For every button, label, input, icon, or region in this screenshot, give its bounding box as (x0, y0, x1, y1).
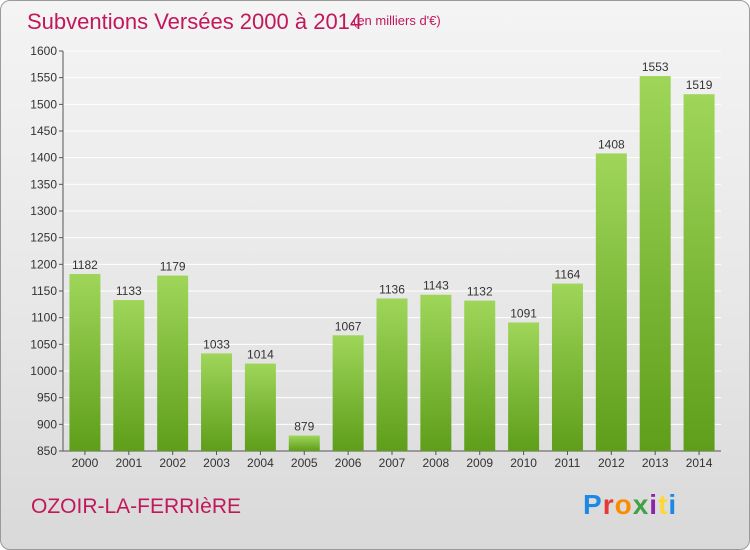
y-tick-label: 1250 (30, 231, 57, 245)
data-label: 1553 (642, 60, 669, 74)
data-label: 1033 (203, 337, 230, 351)
data-label: 1136 (379, 282, 405, 296)
y-tick-label: 1100 (31, 311, 57, 325)
y-tick-label: 1200 (30, 257, 57, 271)
y-tick-label: 1350 (30, 177, 57, 191)
data-label: 1164 (555, 268, 581, 282)
chart-subtitle: (en milliers d'€) (353, 13, 441, 28)
x-tick-label: 2009 (466, 456, 493, 470)
bars (69, 76, 715, 452)
data-labels: 1182 1133 1179 1033 1014 879 1067 1136 1143 1132 1… (72, 60, 713, 433)
bar (595, 153, 627, 451)
bar (288, 435, 320, 451)
y-tick-label: 900 (37, 417, 57, 431)
x-tick-label: 2001 (115, 456, 142, 470)
logo-letter: x (632, 489, 650, 520)
data-label: 1133 (116, 284, 142, 298)
data-label: 879 (294, 420, 314, 434)
data-label: 1014 (247, 348, 274, 362)
bar (683, 94, 715, 451)
logo-letter: P (583, 489, 603, 520)
x-tick-label: 2007 (379, 456, 406, 470)
bar (508, 322, 540, 451)
commune-name: OZOIR-LA-FERRIèRE (31, 495, 242, 518)
bar (244, 363, 276, 451)
data-label: 1519 (686, 78, 713, 92)
data-label: 1179 (160, 260, 186, 274)
bar (551, 283, 583, 451)
logo-letter: r (602, 489, 615, 520)
y-tick-label: 1050 (30, 337, 57, 351)
x-tick-label: 2013 (642, 456, 669, 470)
y-tick-label: 850 (37, 444, 57, 458)
x-tick-label: 2014 (686, 456, 713, 470)
y-tick-label: 1300 (30, 204, 57, 218)
logo-letter: o (614, 489, 633, 520)
data-label: 1067 (335, 319, 362, 333)
y-tick-label: 1450 (30, 124, 57, 138)
y-tick-label: 1500 (30, 97, 57, 111)
chart-title: Subventions Versées 2000 à 2014 (27, 9, 363, 34)
logo-letter: i (649, 489, 659, 520)
bar (639, 76, 671, 452)
y-tick-label: 1000 (30, 364, 57, 378)
data-label: 1132 (467, 285, 493, 299)
y-tick-label: 1550 (30, 71, 57, 85)
y-tick-label: 1150 (31, 284, 57, 298)
bar (376, 298, 408, 451)
data-label: 1182 (72, 258, 98, 272)
bar (113, 300, 145, 451)
y-tick-label: 1400 (30, 151, 57, 165)
x-tick-label: 2010 (510, 456, 537, 470)
data-label: 1143 (423, 279, 449, 293)
x-tick-label: 2003 (203, 456, 230, 470)
bar (157, 275, 189, 451)
x-tick-label: 2008 (423, 456, 450, 470)
logo-letter: i (668, 489, 678, 520)
bar (332, 335, 364, 451)
data-label: 1408 (598, 137, 625, 151)
data-label: 1091 (510, 306, 537, 320)
x-tick-label: 2000 (72, 456, 99, 470)
bar (69, 273, 101, 451)
bar (201, 353, 233, 451)
bar (464, 300, 496, 451)
bar (420, 294, 452, 451)
y-tick-label: 1600 (30, 44, 57, 58)
logo-letter: t (658, 489, 669, 520)
x-tick-label: 2002 (159, 456, 186, 470)
x-tick-label: 2012 (598, 456, 625, 470)
x-tick-label: 2011 (555, 456, 581, 470)
x-tick-label: 2005 (291, 456, 318, 470)
y-tick-label: 950 (37, 391, 57, 405)
proxiti-logo: Proxiti (583, 489, 677, 521)
x-tick-label: 2004 (247, 456, 274, 470)
x-tick-label: 2006 (335, 456, 362, 470)
axes: 850 900 950 1000 1050 1100 1150 1200 1250 1300 135… (30, 44, 721, 470)
